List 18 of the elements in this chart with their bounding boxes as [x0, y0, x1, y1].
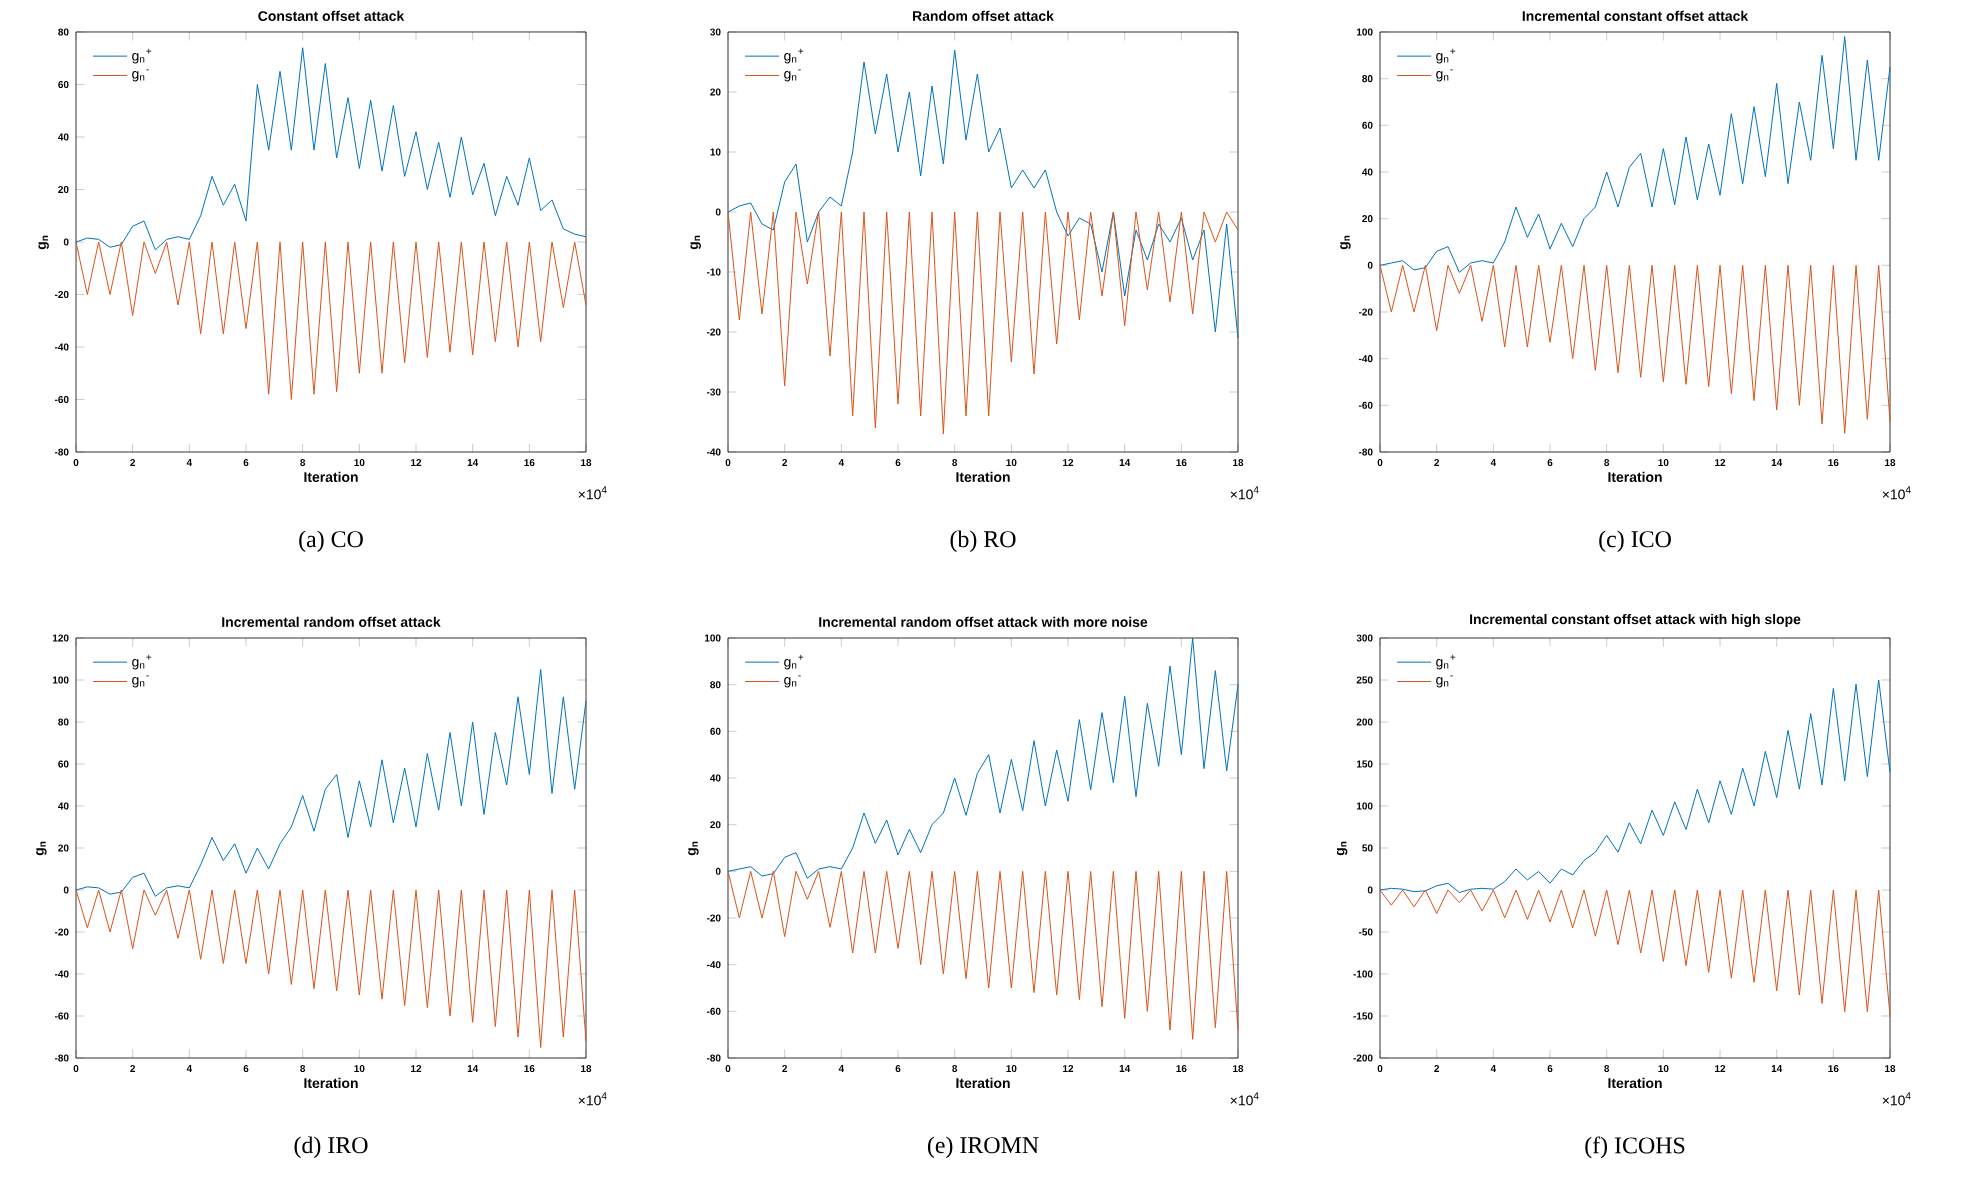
- line-series: [1379, 679, 1891, 894]
- line-series: [727, 637, 1239, 879]
- line-series: [727, 870, 1239, 1040]
- text: (e) IROMN: [927, 1136, 1039, 1159]
- text: (a) CO: [299, 530, 363, 553]
- line-series: [727, 49, 1239, 339]
- line-series: [1379, 36, 1891, 273]
- line-series: [1379, 264, 1891, 434]
- line-series: [75, 47, 587, 251]
- text: (b) RO: [950, 530, 1016, 553]
- text: (f) ICOHS: [1585, 1136, 1685, 1159]
- line-series: [75, 241, 587, 400]
- text: (d) IRO: [294, 1136, 368, 1159]
- line-series: [75, 669, 587, 897]
- line-series: [1379, 889, 1891, 1017]
- line-series: [75, 889, 587, 1048]
- text: (c) ICO: [1599, 530, 1671, 553]
- line-series: [727, 211, 1239, 435]
